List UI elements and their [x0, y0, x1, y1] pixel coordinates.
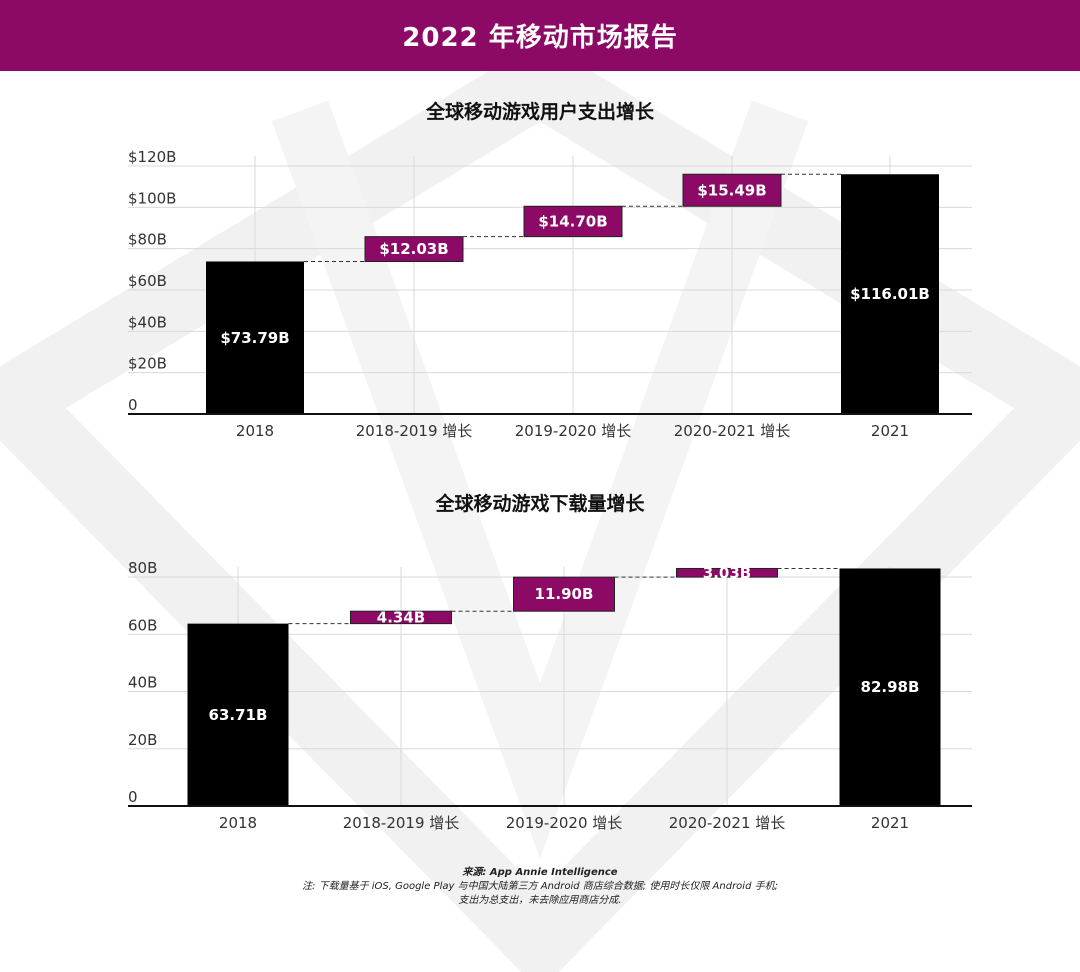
bar: [523, 205, 623, 238]
y-tick-label: 0: [128, 788, 138, 806]
x-tick-label: 2020-2021 增长: [674, 422, 791, 440]
x-tick-label: 2018-2019 增长: [343, 814, 460, 832]
y-tick-label: $100B: [128, 189, 176, 207]
x-tick-label: 2019-2020 增长: [506, 814, 623, 832]
data-label: $116.01B: [850, 285, 930, 303]
data-label: 11.90B: [535, 585, 594, 603]
data-label: 82.98B: [861, 678, 920, 696]
x-tick-label: 2018: [236, 422, 274, 440]
report-header: 2022 年移动市场报告: [0, 0, 1080, 71]
downloads-chart-title: 全球移动游戏下载量增长: [435, 493, 645, 515]
y-tick-label: $60B: [128, 272, 167, 290]
y-tick-label: $80B: [128, 231, 167, 249]
data-label: $12.03B: [379, 240, 448, 258]
bar: [513, 576, 615, 612]
bar: [676, 567, 778, 578]
y-tick-label: 20B: [128, 731, 157, 749]
bar: [841, 174, 939, 414]
bar: [364, 236, 464, 263]
bar: [350, 610, 452, 625]
x-tick-label: 2019-2020 增长: [515, 422, 632, 440]
y-tick-label: 60B: [128, 616, 157, 634]
x-tick-label: 2018-2019 增长: [356, 422, 473, 440]
data-label: 3.03B: [703, 564, 751, 582]
x-tick-label: 2020-2021 增长: [669, 814, 786, 832]
data-label: 63.71B: [209, 706, 268, 724]
footer-notes: 来源: App Annie Intelligence 注: 下载量基于 iOS,…: [0, 866, 1080, 908]
x-tick-label: 2021: [871, 814, 909, 832]
data-label: $15.49B: [697, 181, 766, 199]
bar: [839, 568, 941, 806]
bar: [206, 261, 304, 414]
spending-chart-title: 全球移动游戏用户支出增长: [425, 101, 654, 123]
y-tick-label: 80B: [128, 559, 157, 577]
note-line-2: 支出为总支出，未去除应用商店分成.: [458, 895, 622, 906]
data-label: 4.34B: [377, 608, 425, 626]
downloads-waterfall-chart: 0 20B 40B 60B 80B 63.71B 2018 4.34B 2018-2019 增长…: [128, 559, 972, 832]
spending-waterfall-chart: 0 $20B $40B $60B $80B $100B $120B $73.79B 2018 $1…: [128, 148, 972, 440]
y-tick-label: $20B: [128, 355, 167, 373]
bar: [682, 173, 782, 207]
source-text: 来源: App Annie Intelligence: [462, 867, 618, 878]
bar: [187, 623, 289, 806]
note-line-1: 注: 下载量基于 iOS, Google Play 与中国大陆第三方 Andro…: [302, 881, 778, 892]
report-title: 2022 年移动市场报告: [402, 23, 678, 53]
y-tick-label: 40B: [128, 674, 157, 692]
x-tick-label: 2021: [871, 422, 909, 440]
y-tick-label: $40B: [128, 313, 167, 331]
x-tick-label: 2018: [219, 814, 257, 832]
data-label: $73.79B: [220, 329, 289, 347]
y-tick-label: 0: [128, 396, 138, 414]
data-label: $14.70B: [538, 212, 607, 230]
y-tick-label: $120B: [128, 148, 176, 166]
